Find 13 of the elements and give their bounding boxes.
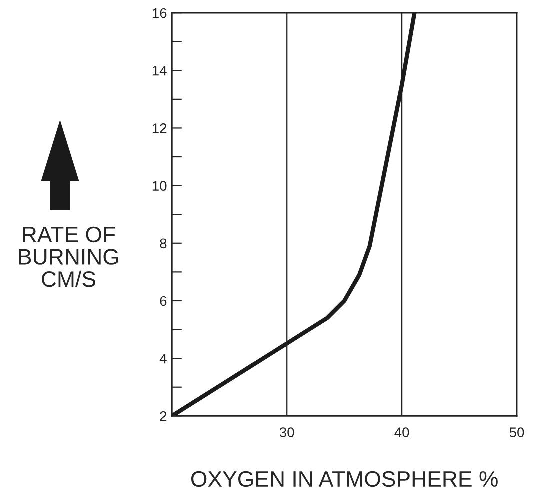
y-tick-label: 8 (160, 238, 167, 249)
x-tick-label: 30 (280, 428, 294, 438)
y-tick-label: 10 (152, 181, 167, 191)
x-tick-label: 40 (394, 428, 410, 438)
y-tick-label: 4 (160, 354, 167, 364)
y-tick-label: 16 (152, 8, 167, 18)
y-tick-label: 12 (152, 124, 167, 134)
y-axis-title: RATE OF BURNING CM/S (19, 226, 118, 288)
y-tick-label: 14 (152, 66, 167, 76)
x-tick-label: 50 (510, 428, 524, 438)
y-tick-label: 6 (160, 296, 167, 306)
x-axis-title: OXYGEN IN ATMOSPHERE % (191, 471, 498, 488)
y-tick-label: 2 (160, 411, 167, 422)
